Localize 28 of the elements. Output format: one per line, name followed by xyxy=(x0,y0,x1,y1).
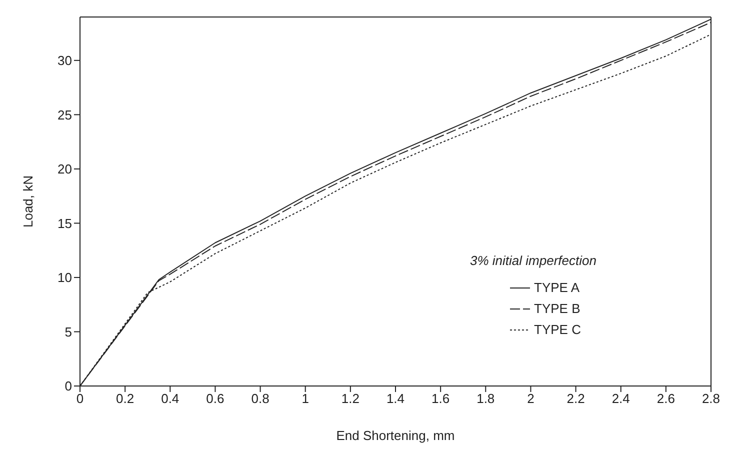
legend-label: TYPE A xyxy=(534,280,580,295)
x-tick-label: 0.8 xyxy=(251,391,270,406)
y-tick-label: 30 xyxy=(58,53,72,68)
legend-title: 3% initial imperfection xyxy=(470,253,598,268)
x-tick-label: 1 xyxy=(302,391,309,406)
y-tick-label: 10 xyxy=(58,270,72,286)
y-tick-label: 5 xyxy=(64,324,72,340)
x-tick-label: 2.2 xyxy=(566,391,585,406)
y-tick-label: 0 xyxy=(64,378,72,394)
x-tick-label: 2.8 xyxy=(702,391,720,406)
x-tick-label: 1.2 xyxy=(341,391,360,406)
x-tick-label: 1.8 xyxy=(476,391,495,406)
x-tick-label: 1.6 xyxy=(432,391,450,406)
y-tick-label: 20 xyxy=(58,162,72,177)
x-tick-label: 1.4 xyxy=(386,391,405,406)
y-tick-label: 25 xyxy=(58,107,72,122)
legend-label: TYPE C xyxy=(534,322,581,337)
x-tick-label: 0.6 xyxy=(206,391,224,406)
legend-label: TYPE B xyxy=(534,301,580,316)
x-tick-label: 2 xyxy=(527,391,534,406)
x-axis-title: End Shortening, mm xyxy=(336,428,455,443)
y-tick-label: 15 xyxy=(58,216,72,231)
x-tick-label: 2.4 xyxy=(612,391,630,406)
x-tick-label: 0.2 xyxy=(116,391,134,406)
x-tick-label: 2.6 xyxy=(656,391,675,406)
y-axis-title: Load, kN xyxy=(20,175,36,228)
x-tick-label: 0 xyxy=(76,391,84,406)
x-tick-label: 0.4 xyxy=(161,391,180,406)
